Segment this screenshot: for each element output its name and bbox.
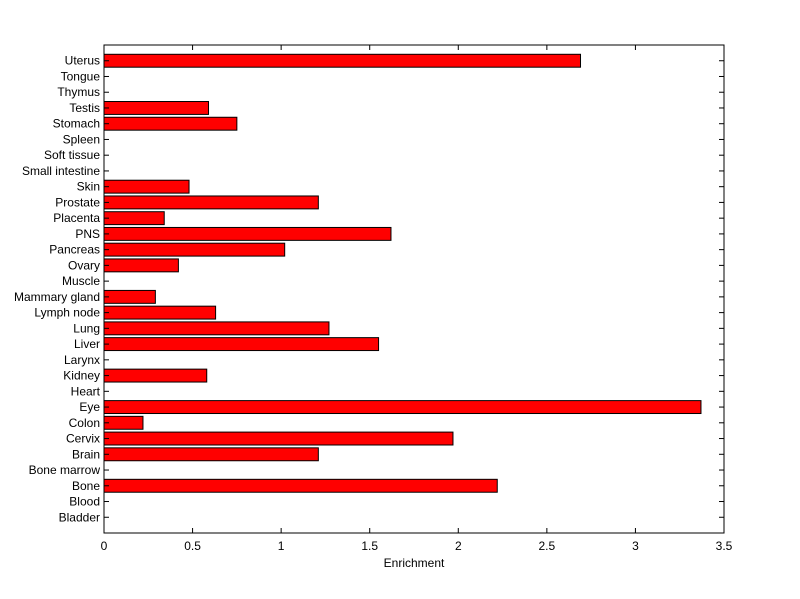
y-tick-label: Testis: [69, 101, 100, 115]
y-tick-label: Bladder: [59, 510, 100, 524]
y-tick-label: Soft tissue: [44, 148, 100, 162]
bar: [103, 242, 286, 257]
x-tick-label: 3.5: [716, 539, 733, 553]
y-tick-label: PNS: [75, 227, 100, 241]
y-tick-label: Mammary gland: [14, 290, 100, 304]
y-tick-label: Heart: [71, 384, 101, 398]
x-tick-label: 1: [278, 539, 285, 553]
y-tick-label: Liver: [74, 337, 100, 351]
bar: [103, 431, 454, 446]
y-tick-label: Prostate: [55, 195, 100, 209]
bar: [103, 368, 208, 383]
y-tick-label: Brain: [72, 447, 100, 461]
y-tick-label: Lung: [73, 321, 100, 335]
y-tick-label: Stomach: [53, 117, 100, 131]
bar: [103, 415, 144, 430]
bar: [103, 305, 217, 320]
y-tick-label: Placenta: [53, 211, 100, 225]
bar: [103, 226, 392, 241]
x-tick-label: 2.5: [539, 539, 556, 553]
x-tick-label: 0.5: [184, 539, 201, 553]
bar: [103, 179, 190, 194]
y-tick-label: Cervix: [66, 432, 100, 446]
bar: [103, 478, 498, 493]
y-tick-label: Lymph node: [34, 306, 100, 320]
y-tick-label: Pancreas: [49, 243, 100, 257]
bar: [103, 258, 179, 273]
x-tick-label: 1.5: [361, 539, 378, 553]
y-tick-label: Larynx: [64, 353, 100, 367]
bar: [103, 211, 165, 226]
y-tick-label: Ovary: [68, 258, 100, 272]
bar: [103, 337, 380, 352]
bar: [103, 289, 156, 304]
y-tick-label: Tongue: [61, 69, 101, 83]
y-tick-label: Skin: [77, 180, 100, 194]
y-tick-label: Blood: [69, 495, 100, 509]
bar: [103, 116, 238, 131]
bars-group: [103, 53, 702, 493]
y-tick-label: Eye: [79, 400, 100, 414]
x-axis-label: Enrichment: [384, 556, 445, 570]
y-tick-label: Muscle: [62, 274, 100, 288]
bar: [103, 400, 702, 415]
bar: [103, 101, 210, 115]
y-tick-label: Bone: [72, 479, 100, 493]
y-tick-label: Thymus: [57, 85, 100, 99]
y-tick-label: Kidney: [63, 369, 100, 383]
bar: [103, 53, 582, 68]
y-tick-label: Spleen: [63, 132, 100, 146]
y-tick-label: Bone marrow: [29, 463, 101, 477]
x-tick-label: 3: [632, 539, 639, 553]
y-tick-label: Colon: [69, 416, 100, 430]
x-tick-label: 2: [455, 539, 462, 553]
y-tick-label: Small intestine: [22, 164, 100, 178]
x-axis-ticks: 0 0.5 1 1.5 2 2.5 3 3.5: [101, 45, 733, 553]
bar: [103, 195, 319, 210]
x-tick-label: 0: [101, 539, 108, 553]
y-tick-label: Uterus: [65, 54, 100, 68]
bar: [103, 447, 319, 462]
bar: [103, 321, 330, 336]
